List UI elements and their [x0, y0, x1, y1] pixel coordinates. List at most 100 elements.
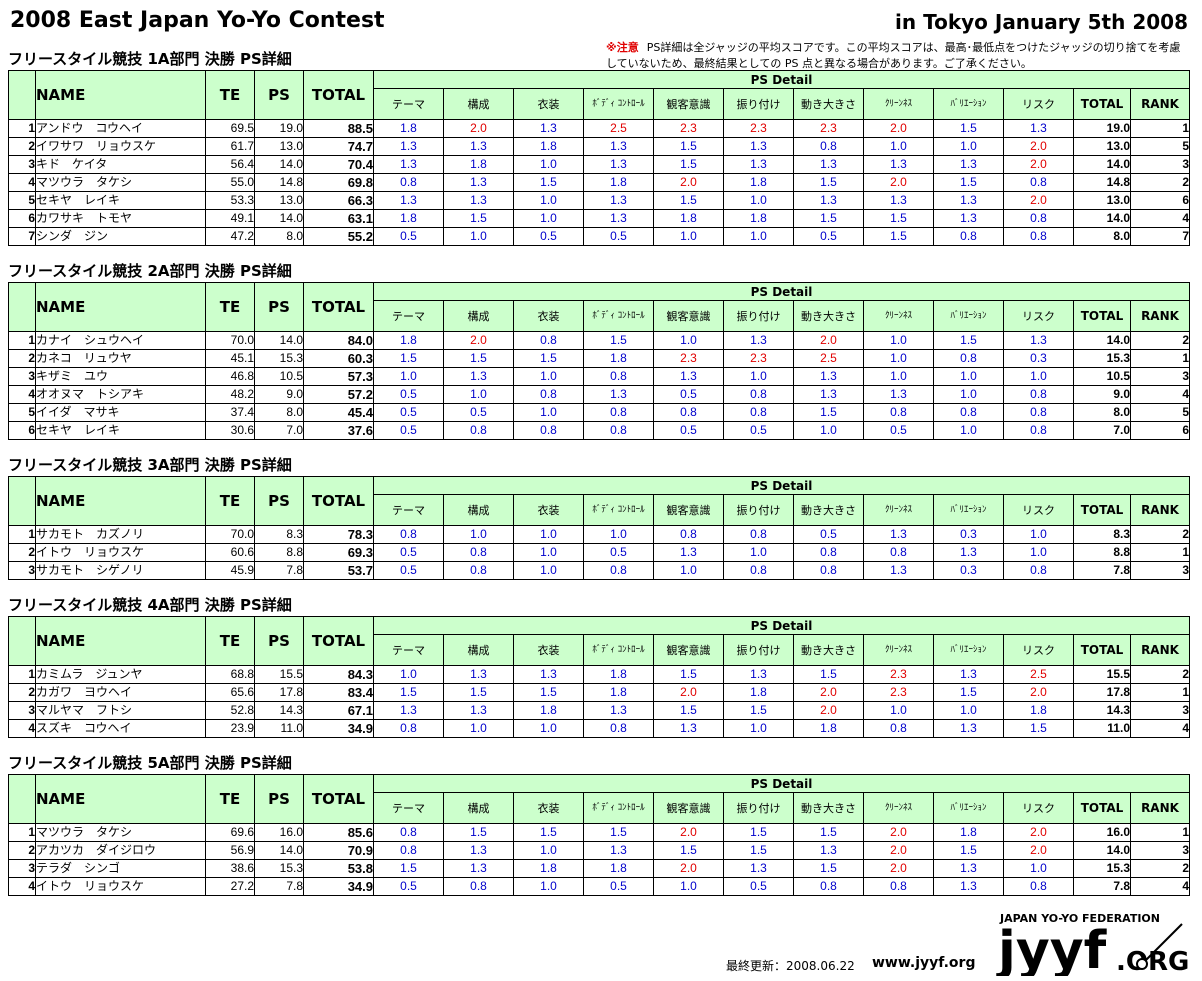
- total-header: TOTAL: [303, 70, 374, 120]
- entry-number: 2: [8, 683, 36, 702]
- total-score: 74.7: [303, 137, 374, 156]
- criteria-score: 1.3: [513, 119, 584, 138]
- table-row: 3 キド ケイタ 56.4 14.0 70.4 1.3 1.8 1.0 1.3 1.5 1.3 1.3…: [8, 155, 1190, 174]
- detail-total-header: TOTAL: [1073, 792, 1131, 824]
- table-row: 1 カナイ シュウヘイ 70.0 14.0 84.0 1.8 2.0 0.8 1.5 1.0 1.3…: [8, 331, 1190, 350]
- criteria-score: 1.5: [653, 665, 724, 684]
- criteria-score: 0.8: [583, 561, 654, 580]
- criteria-score: 1.5: [373, 349, 444, 368]
- ps-detail-total: 8.8: [1073, 543, 1131, 562]
- ps-score: 15.3: [254, 349, 304, 368]
- criteria-score: 1.3: [583, 137, 654, 156]
- criteria-score: 1.0: [513, 367, 584, 386]
- criteria-score: 1.5: [653, 841, 724, 860]
- criteria-score: 1.3: [723, 665, 794, 684]
- criteria-score: 0.8: [863, 403, 934, 422]
- criteria-header: ｸﾘｰﾝﾈｽ: [863, 792, 934, 824]
- criteria-score: 1.0: [443, 385, 514, 404]
- criteria-score: 2.0: [863, 841, 934, 860]
- criteria-score: 1.3: [863, 191, 934, 210]
- criteria-score: 1.3: [653, 719, 724, 738]
- ps-detail-total: 8.3: [1073, 525, 1131, 544]
- criteria-score: 1.3: [723, 859, 794, 878]
- criteria-score: 1.3: [933, 543, 1004, 562]
- criteria-score: 0.5: [793, 227, 864, 246]
- criteria-score: 1.5: [513, 823, 584, 842]
- te-score: 49.1: [205, 209, 255, 228]
- criteria-score: 2.0: [863, 119, 934, 138]
- ps-header: PS: [254, 476, 304, 526]
- ps-header: PS: [254, 616, 304, 666]
- rank: 4: [1130, 877, 1190, 896]
- rank: 3: [1130, 841, 1190, 860]
- criteria-header: 衣装: [513, 88, 584, 120]
- criteria-score: 0.8: [373, 173, 444, 192]
- entry-number: 4: [8, 719, 36, 738]
- ps-detail-total: 13.0: [1073, 137, 1131, 156]
- criteria-score: 0.8: [653, 403, 724, 422]
- criteria-score: 1.5: [653, 191, 724, 210]
- entry-number: 2: [8, 349, 36, 368]
- rank: 2: [1130, 525, 1190, 544]
- table-row: 1 マツウラ タケシ 69.6 16.0 85.6 0.8 1.5 1.5 1.5 2.0 1.5 1…: [8, 823, 1190, 842]
- criteria-score: 2.0: [1003, 191, 1074, 210]
- criteria-score: 1.8: [513, 859, 584, 878]
- rank: 1: [1130, 119, 1190, 138]
- criteria-score: 1.3: [443, 859, 514, 878]
- rank-header: RANK: [1130, 792, 1190, 824]
- criteria-header: ﾎﾞﾃﾞｨ ｺﾝﾄﾛｰﾙ: [583, 494, 654, 526]
- ps-header: PS: [254, 774, 304, 824]
- section-title: フリースタイル競技 1A部門 決勝 PS詳細: [8, 50, 292, 68]
- criteria-header: 構成: [443, 634, 514, 666]
- te-header: TE: [205, 282, 255, 332]
- table-row: 3 テラダ シンゴ 38.6 15.3 53.8 1.5 1.3 1.8 1.8 2.0 1.3 1.…: [8, 859, 1190, 878]
- ps-detail-total: 7.8: [1073, 877, 1131, 896]
- criteria-header: リスク: [1003, 88, 1074, 120]
- criteria-score: 1.3: [443, 137, 514, 156]
- criteria-header: リスク: [1003, 792, 1074, 824]
- ps-detail-total: 14.3: [1073, 701, 1131, 720]
- te-header: TE: [205, 774, 255, 824]
- criteria-score: 1.3: [583, 701, 654, 720]
- ps-score: 7.8: [254, 561, 304, 580]
- criteria-score: 1.5: [443, 683, 514, 702]
- criteria-score: 1.0: [583, 525, 654, 544]
- ps-score: 14.0: [254, 841, 304, 860]
- total-score: 66.3: [303, 191, 374, 210]
- criteria-score: 0.8: [793, 561, 864, 580]
- criteria-score: 1.8: [513, 137, 584, 156]
- criteria-score: 1.3: [583, 209, 654, 228]
- criteria-score: 1.8: [583, 173, 654, 192]
- criteria-score: 1.0: [1003, 367, 1074, 386]
- contestant-name: セキヤ レイキ: [35, 191, 206, 210]
- criteria-score: 1.3: [723, 331, 794, 350]
- name-header: NAME: [35, 774, 206, 824]
- contestant-name: カガワ ヨウヘイ: [35, 683, 206, 702]
- rank: 3: [1130, 367, 1190, 386]
- section-title: フリースタイル競技 5A部門 決勝 PS詳細: [8, 754, 292, 772]
- table-row: 4 イトウ リョウスケ 27.2 7.8 34.9 0.5 0.8 1.0 0.5 1.0 0.5 0…: [8, 877, 1190, 896]
- site-url[interactable]: www.jyyf.org: [872, 955, 976, 971]
- note-text: PS詳細は全ジャッジの平均スコアです。この平均スコアは、最高･最低点をつけたジャ…: [606, 41, 1181, 70]
- criteria-score: 1.3: [1003, 331, 1074, 350]
- header-row: NAME TE PS TOTAL PS Detail: [8, 774, 1190, 824]
- criteria-header: 構成: [443, 494, 514, 526]
- criteria-score: 1.8: [933, 823, 1004, 842]
- criteria-header: 衣装: [513, 494, 584, 526]
- ps-score: 13.0: [254, 191, 304, 210]
- name-header: NAME: [35, 616, 206, 666]
- criteria-header: 振り付け: [723, 792, 794, 824]
- criteria-score: 1.5: [793, 173, 864, 192]
- criteria-score: 1.0: [933, 701, 1004, 720]
- te-score: 45.1: [205, 349, 255, 368]
- criteria-score: 1.8: [653, 209, 724, 228]
- criteria-score: 0.5: [373, 227, 444, 246]
- table-row: 6 カワサキ トモヤ 49.1 14.0 63.1 1.8 1.5 1.0 1.3 1.8 1.8 1…: [8, 209, 1190, 228]
- criteria-score: 1.5: [513, 349, 584, 368]
- rank: 4: [1130, 385, 1190, 404]
- criteria-header: ﾎﾞﾃﾞｨ ｺﾝﾄﾛｰﾙ: [583, 792, 654, 824]
- rank: 5: [1130, 137, 1190, 156]
- criteria-score: 0.3: [933, 525, 1004, 544]
- total-score: 34.9: [303, 719, 374, 738]
- total-score: 70.4: [303, 155, 374, 174]
